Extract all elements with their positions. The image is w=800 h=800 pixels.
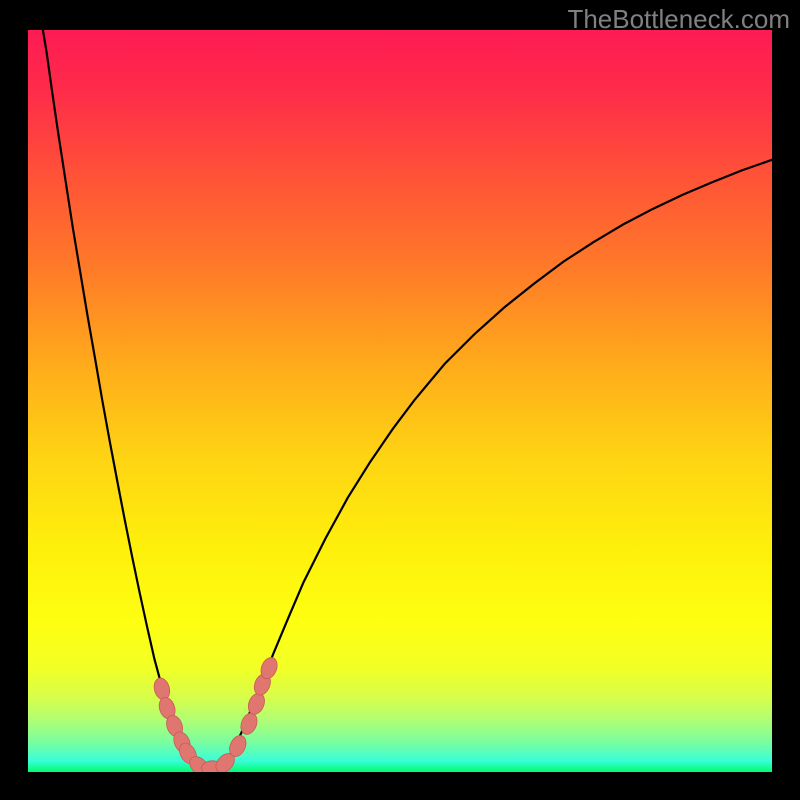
- watermark-text: TheBottleneck.com: [567, 4, 790, 35]
- curve-marker: [152, 676, 172, 701]
- bottleneck-curve: [43, 30, 772, 770]
- curve-overlay: [28, 30, 772, 772]
- plot-area: [28, 30, 772, 772]
